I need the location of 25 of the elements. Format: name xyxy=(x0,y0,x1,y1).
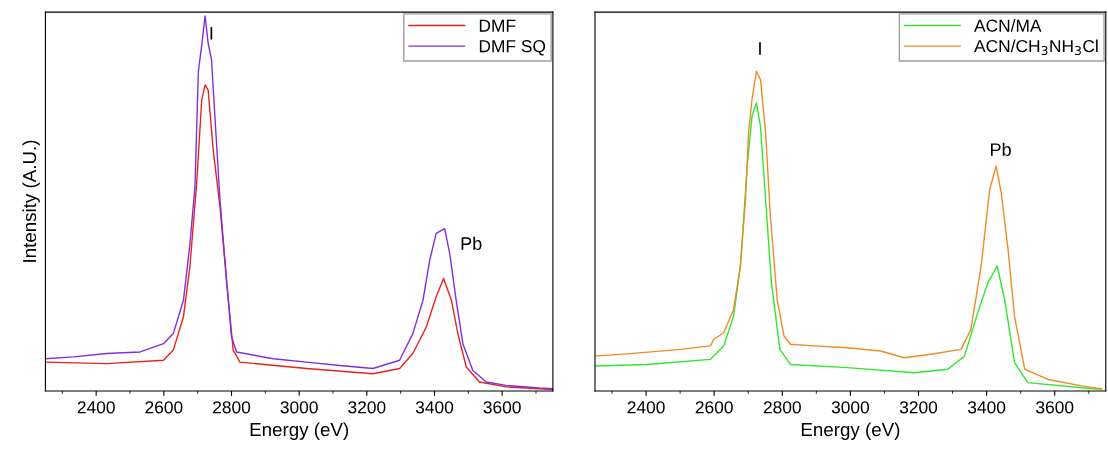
legend-label: DMF xyxy=(479,19,516,32)
x-tick-label: 3000 xyxy=(280,401,318,414)
annotation: Pb xyxy=(991,142,1011,156)
y-axis-title: Intensity (A.U.) xyxy=(22,140,40,262)
x-tick-label: 3400 xyxy=(415,401,454,414)
legend-label: ACN/MA xyxy=(974,19,1042,32)
x-tick-label: 3200 xyxy=(899,401,938,414)
x-tick-label: 3600 xyxy=(1036,401,1074,414)
x-axis-title: Energy (eV) xyxy=(801,422,900,440)
x-tick-label: 2800 xyxy=(763,401,801,414)
x-tick-label: 2400 xyxy=(77,401,115,414)
x-tick-label: 3200 xyxy=(348,401,386,414)
annotation: I xyxy=(210,27,213,40)
legend-label: ACN/CH$_{3}$NH$_{3}$Cl xyxy=(974,39,1098,56)
x-tick-label: 2600 xyxy=(695,401,733,414)
x-tick-label: 3400 xyxy=(967,401,1006,414)
x-tick-label: 3600 xyxy=(483,401,521,414)
x-tick-label: 2800 xyxy=(213,401,251,414)
x-axis-title: Energy (eV) xyxy=(250,422,349,440)
x-tick-label: 2600 xyxy=(145,401,183,414)
legend-label: DMF SQ xyxy=(479,40,546,56)
annotation: Pb xyxy=(461,236,482,250)
x-tick-label: 2400 xyxy=(627,401,665,414)
text: I xyxy=(759,42,761,55)
x-tick-label: 3000 xyxy=(831,401,870,414)
